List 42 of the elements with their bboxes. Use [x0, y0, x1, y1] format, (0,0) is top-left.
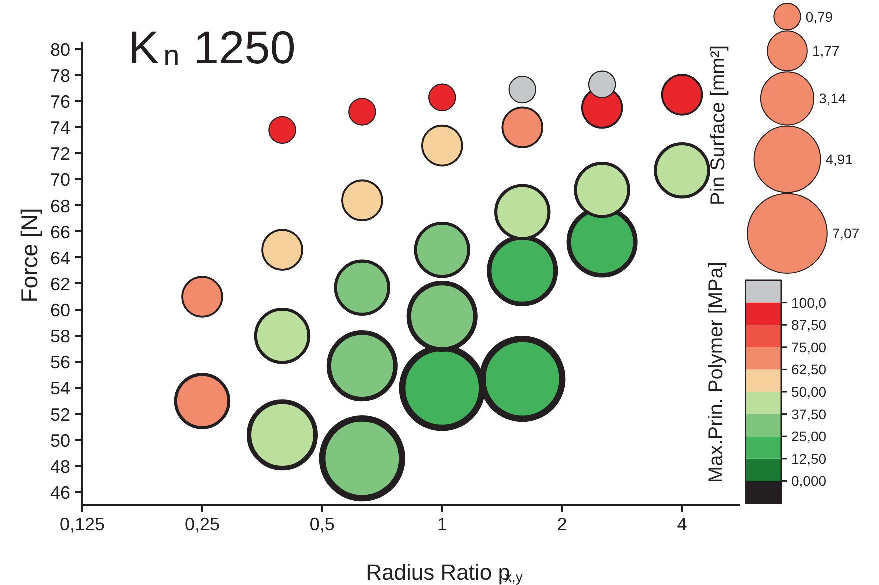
x-tick-label: 4 [677, 514, 688, 534]
y-tick-label: 70 [50, 170, 71, 190]
x-tick-label: 0,5 [310, 514, 335, 534]
color-bar-label: 12,50 [792, 450, 827, 467]
color-bar-label: 62,50 [792, 362, 827, 378]
y-tick-label: 66 [50, 222, 71, 242]
color-bar-label: 37,50 [792, 406, 827, 422]
y-tick-label: 50 [50, 430, 71, 451]
y-tick-label: 64 [50, 248, 71, 268]
legend-label: 3,14 [819, 90, 847, 107]
y-tick-label: 78 [50, 66, 71, 86]
color-bar-label: 25,00 [792, 428, 827, 445]
legend-label: 4,91 [826, 151, 854, 168]
y-tick-label: 58 [50, 326, 71, 347]
y-tick-label: 52 [50, 404, 71, 425]
color-bar-label: 0,000 [792, 473, 827, 490]
y-tick-label: 80 [50, 40, 71, 60]
y-tick-label: 62 [50, 274, 71, 294]
legend-title: Pin Surface [mm²] [708, 45, 730, 206]
color-bar-label: 50,00 [792, 384, 827, 400]
x-tick-label: 1 [437, 514, 448, 534]
y-tick-label: 68 [50, 196, 71, 216]
legend-label: 7,07 [832, 226, 860, 242]
legend-label: 1,77 [812, 43, 840, 60]
y-tick-label: 74 [50, 118, 71, 138]
color-bar-label: 100,0 [792, 294, 827, 311]
x-tick-label: 0,25 [184, 514, 220, 534]
y-tick-label: 54 [50, 378, 71, 399]
y-tick-label: 76 [50, 92, 71, 112]
legend-label: 0,79 [806, 8, 834, 25]
y-axis-title: Force [N] [16, 208, 42, 303]
y-tick-label: 56 [50, 352, 71, 373]
y-tick-label: 46 [50, 482, 71, 503]
x-tick-label: 2 [557, 514, 568, 534]
y-tick-label: 72 [50, 144, 71, 164]
color-bar-label: 75,00 [792, 339, 827, 356]
y-tick-label: 48 [50, 456, 71, 477]
x-tick-label: 0,125 [60, 514, 106, 534]
y-tick-label: 60 [50, 300, 71, 321]
chart-title: Kn 1250 [128, 22, 296, 74]
color-bar-title: Max.Prin. Polymer [MPa] [706, 262, 728, 484]
color-bar-label: 87,50 [792, 317, 827, 334]
